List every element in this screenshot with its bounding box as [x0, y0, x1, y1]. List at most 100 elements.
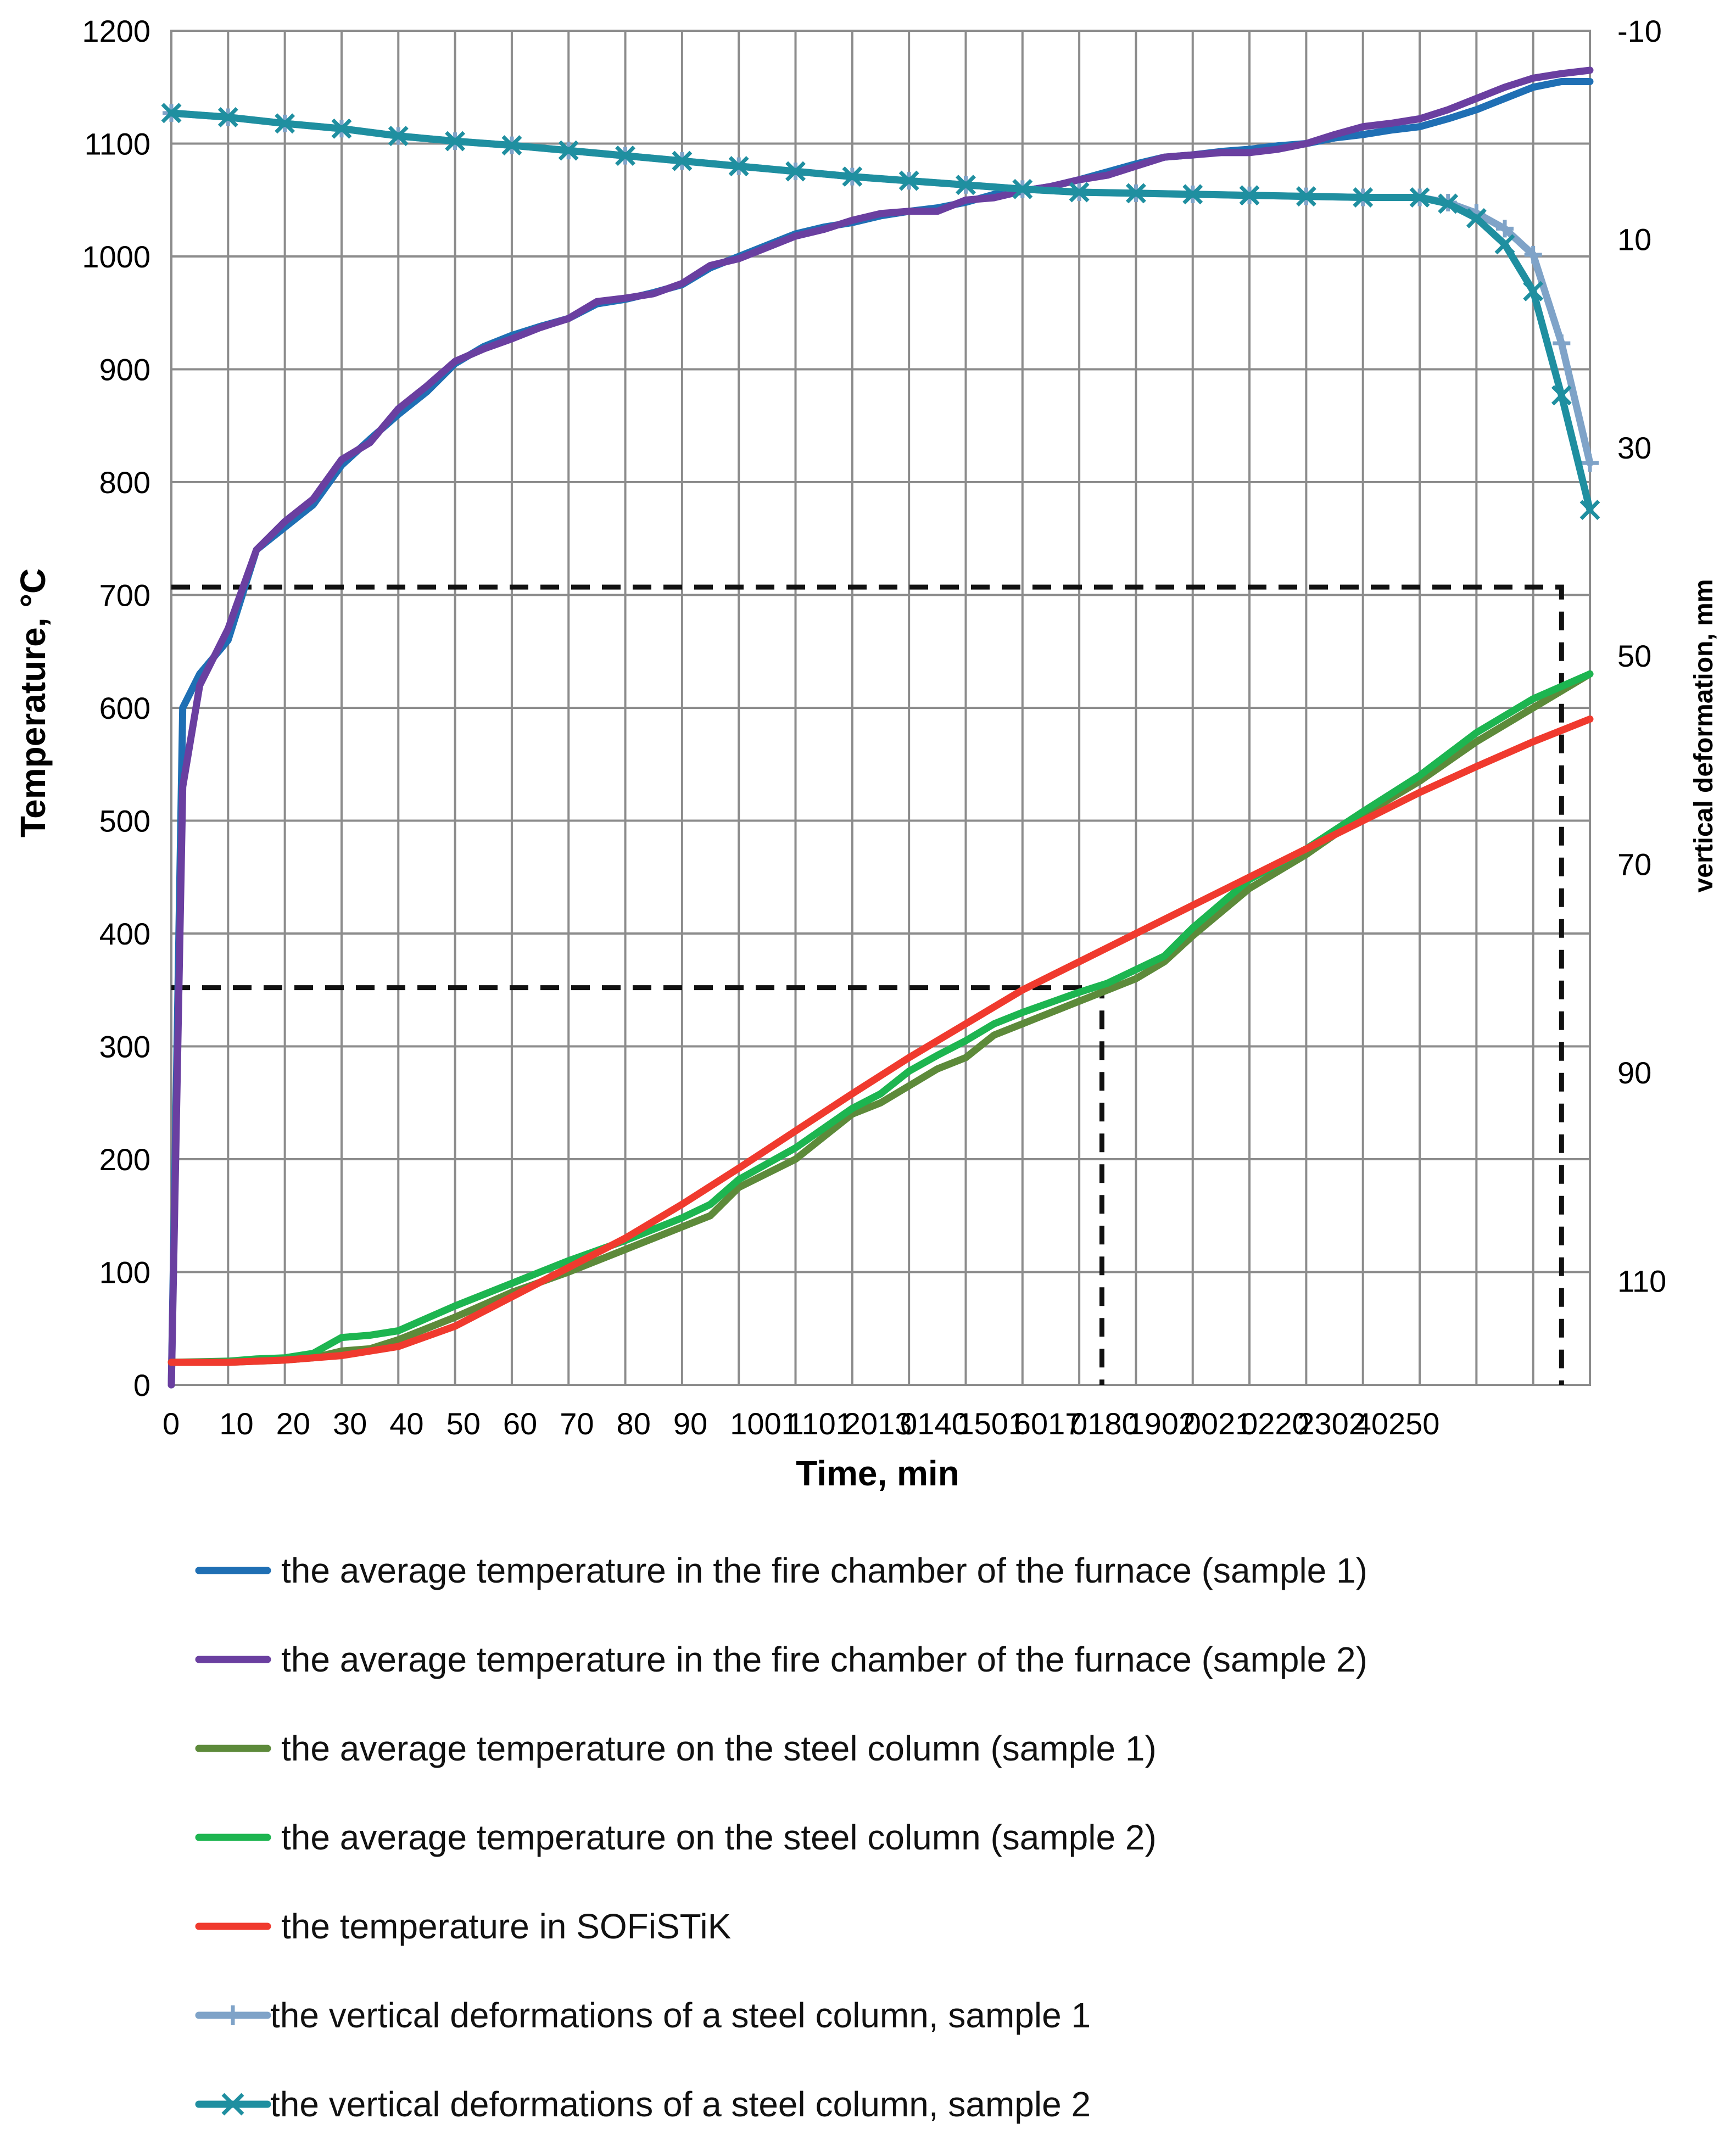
marker-stroke [728, 156, 749, 177]
series-6-marker [1496, 220, 1514, 238]
x-tick-label: 50 [446, 1406, 481, 1441]
x-tick-label: 30 [333, 1406, 367, 1441]
marker-stroke [1069, 182, 1090, 203]
series-7-marker [1239, 185, 1260, 206]
x-tick-label: 0140 [900, 1406, 969, 1441]
series-7-marker [501, 135, 522, 156]
series-7-marker [785, 161, 806, 182]
series-7-marker [1551, 385, 1572, 406]
series-line-2 [168, 66, 1594, 1389]
x-tick-label: 6017 [1014, 1406, 1082, 1441]
legend: the average temperature in the fire cham… [195, 1551, 1367, 2124]
marker-stroke [1438, 193, 1459, 214]
series-7-marker [1182, 184, 1203, 205]
y2-tick-label: 70 [1617, 847, 1651, 882]
series-lines [161, 66, 1600, 1389]
marker-stroke [842, 166, 863, 187]
y-tick-label: 100 [99, 1255, 150, 1290]
x-tick-label: 40 [389, 1406, 423, 1441]
x-tick-label: 2013 [844, 1406, 912, 1441]
marker-stroke [1012, 178, 1033, 199]
series-7-marker [898, 170, 919, 191]
y-tick-label: 800 [99, 465, 150, 500]
series-7-marker [1466, 208, 1487, 228]
series-7-marker [1296, 186, 1316, 207]
series-7-marker [1069, 182, 1090, 203]
legend-marker [221, 2093, 244, 2116]
marker-stroke [956, 175, 976, 195]
y-tick-label: 400 [99, 916, 150, 951]
y-axis-title: Temperature, °C [13, 568, 53, 837]
marker-stroke [275, 113, 295, 134]
gridlines [170, 30, 1591, 1386]
series-7-marker [161, 103, 182, 124]
y-tick-label: 700 [99, 578, 150, 613]
legend-item: the average temperature in the fire cham… [195, 1551, 1367, 1590]
y2-tick-label: -10 [1617, 14, 1662, 48]
series-7-marker [1579, 500, 1600, 521]
marker-stroke [217, 107, 238, 127]
legend-label: the average temperature on the steel col… [281, 1818, 1157, 1857]
y2-tick-label: 110 [1617, 1264, 1666, 1298]
marker-stroke [1523, 281, 1544, 301]
y-tick-label: 0 [133, 1368, 150, 1402]
marker-stroke [1125, 183, 1146, 204]
series-7-marker [1494, 234, 1515, 255]
x-tick-label: 0220 [1241, 1406, 1309, 1441]
legend-item: the temperature in SOFiSTiK [195, 1907, 731, 1946]
series-line-3 [168, 670, 1594, 1366]
x-tick-label: 0021 [1184, 1406, 1253, 1441]
x-tick-label: 40250 [1354, 1406, 1440, 1441]
x-tick-label: 1501 [957, 1406, 1025, 1441]
legend-label: the vertical deformations of a steel col… [270, 1996, 1091, 2035]
series-7-marker [1438, 193, 1459, 214]
x-tick-label: 1101 [787, 1406, 853, 1441]
y-tick-label: 200 [99, 1142, 150, 1177]
y2-tick-label: 30 [1617, 431, 1651, 465]
series-7-marker [672, 150, 693, 171]
marker-stroke [898, 170, 919, 191]
marker-stroke [672, 150, 693, 171]
legend-label: the vertical deformations of a steel col… [270, 2084, 1091, 2124]
marker-stroke [1353, 187, 1374, 208]
series-7-marker [388, 126, 409, 147]
marker-stroke [615, 146, 636, 166]
marker-stroke [1551, 385, 1572, 406]
legend-label: the average temperature on the steel col… [281, 1729, 1157, 1768]
marker-stroke [1579, 500, 1600, 521]
marker-stroke [388, 126, 409, 147]
series-7-marker [956, 175, 976, 195]
series-7-marker [1125, 183, 1146, 204]
y-tick-label: 1200 [82, 14, 150, 48]
marker-stroke [1182, 184, 1203, 205]
y2-tick-label: 50 [1617, 639, 1651, 673]
marker-stroke [785, 161, 806, 182]
series-7-marker [1523, 281, 1544, 301]
series-7-marker [217, 107, 238, 127]
series-7-marker [445, 131, 466, 152]
series-7-marker [1012, 178, 1033, 199]
marker-stroke [1409, 187, 1430, 208]
series-6-marker [1581, 454, 1599, 472]
legend-item: the vertical deformations of a steel col… [195, 1996, 1091, 2035]
marker-stroke [445, 131, 466, 152]
legend-item: the vertical deformations of a steel col… [195, 2084, 1091, 2124]
x-tick-label: 1902 [1127, 1406, 1196, 1441]
tick-labels: 0100200300400500600700800900100011001200… [82, 14, 1666, 1441]
series-7-marker [1409, 187, 1430, 208]
y-tick-label: 900 [99, 353, 150, 387]
marker-stroke [331, 118, 352, 139]
x-tick-label: 20 [276, 1406, 310, 1441]
y2-tick-label: 90 [1617, 1055, 1651, 1090]
marker-stroke [161, 103, 182, 124]
marker-stroke [1296, 186, 1316, 207]
legend-label: the temperature in SOFiSTiK [281, 1907, 731, 1946]
y-tick-label: 600 [99, 691, 150, 725]
marker-stroke [1239, 185, 1260, 206]
marker-stroke [501, 135, 522, 156]
y2-axis-title: vertical deformation, mm [1689, 579, 1718, 893]
x-axis-title: Time, min [796, 1454, 959, 1493]
x-tick-label: 90 [673, 1406, 707, 1441]
series-7-marker [842, 166, 863, 187]
